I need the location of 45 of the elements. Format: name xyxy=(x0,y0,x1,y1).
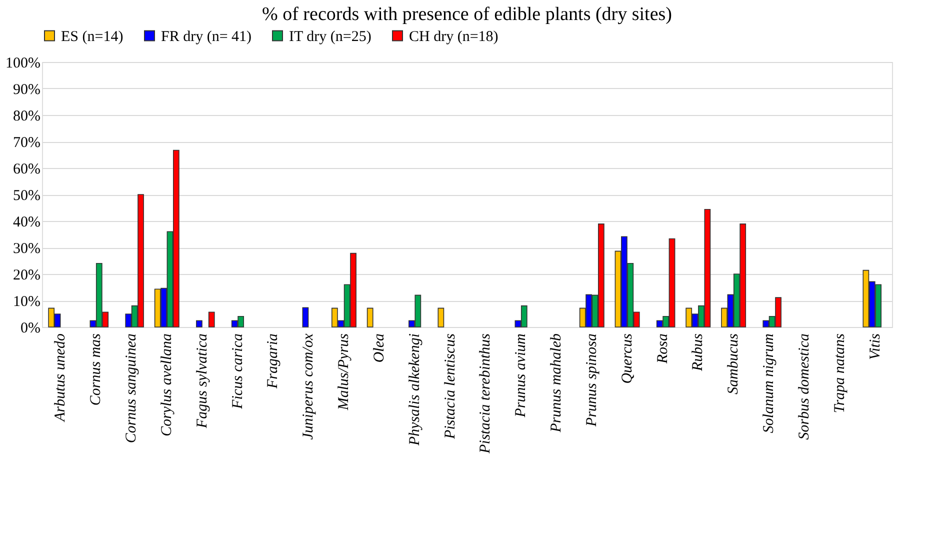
y-tick-label: 100% xyxy=(6,56,40,72)
bar xyxy=(208,312,215,328)
y-tick-label: 80% xyxy=(13,108,40,124)
x-tick-label: Olea xyxy=(371,334,388,363)
y-tick-label: 40% xyxy=(13,214,40,230)
y-tick-label: 20% xyxy=(13,268,40,284)
x-tick-label: Arbutus unedo xyxy=(52,333,69,422)
x-tick-label: Juniperus com/ox xyxy=(300,333,317,440)
x-tick-label: Fragaria xyxy=(265,334,282,390)
y-tick-label: 70% xyxy=(13,135,40,151)
x-tick-label: Trapa natans xyxy=(832,333,848,414)
legend-label: CH dry (n=18) xyxy=(409,28,498,45)
x-tick-label: Vitis xyxy=(867,333,884,360)
y-tick-label: 60% xyxy=(13,162,40,178)
y-tick-label: 10% xyxy=(13,294,40,310)
x-tick-label: Sambucus xyxy=(726,333,742,394)
x-tick-label: Pistacia lentiscus xyxy=(442,333,458,440)
x-tick-label: Cornus sanguinea xyxy=(124,334,140,444)
x-tick-label: Rubus xyxy=(690,333,706,372)
y-tick-label: 30% xyxy=(13,241,40,257)
legend-label: FR dry (n= 41) xyxy=(161,28,252,45)
x-tick-label: Quercus xyxy=(619,333,636,384)
y-tick-label: 90% xyxy=(13,82,40,98)
legend-label: ES (n=14) xyxy=(61,28,124,45)
bar xyxy=(438,308,444,328)
x-tick-label: Prunus spinosa xyxy=(584,334,600,428)
y-tick-label: 0% xyxy=(20,320,40,336)
x-tick-label: Physalis alkekengi xyxy=(406,334,423,447)
chart-title: % of records with presence of edible plants (dry sites) xyxy=(262,4,672,25)
x-tick-label: Prunus avium xyxy=(513,333,530,418)
x-tick-label: Malus/Pyrus xyxy=(336,333,352,412)
y-tick-label: 50% xyxy=(13,188,40,204)
x-tick-label: Sorbus domestica xyxy=(796,334,812,440)
bar xyxy=(196,320,202,328)
legend-label: IT dry (n=25) xyxy=(289,28,372,45)
x-tick-label: Solanum nigrum xyxy=(761,333,778,434)
x-tick-label: Ficus carica xyxy=(230,334,246,410)
x-tick-label: Pistacia terebinthus xyxy=(478,333,494,454)
x-tick-label: Fagus sylvatica xyxy=(194,334,210,430)
x-tick-label: Corylus avellana xyxy=(158,334,175,436)
x-tick-label: Prunus mahaleb xyxy=(548,333,565,434)
bar xyxy=(366,308,374,328)
x-tick-label: Cornus mas xyxy=(88,333,104,406)
bar xyxy=(302,307,309,328)
x-tick-label: Rosa xyxy=(654,334,671,364)
